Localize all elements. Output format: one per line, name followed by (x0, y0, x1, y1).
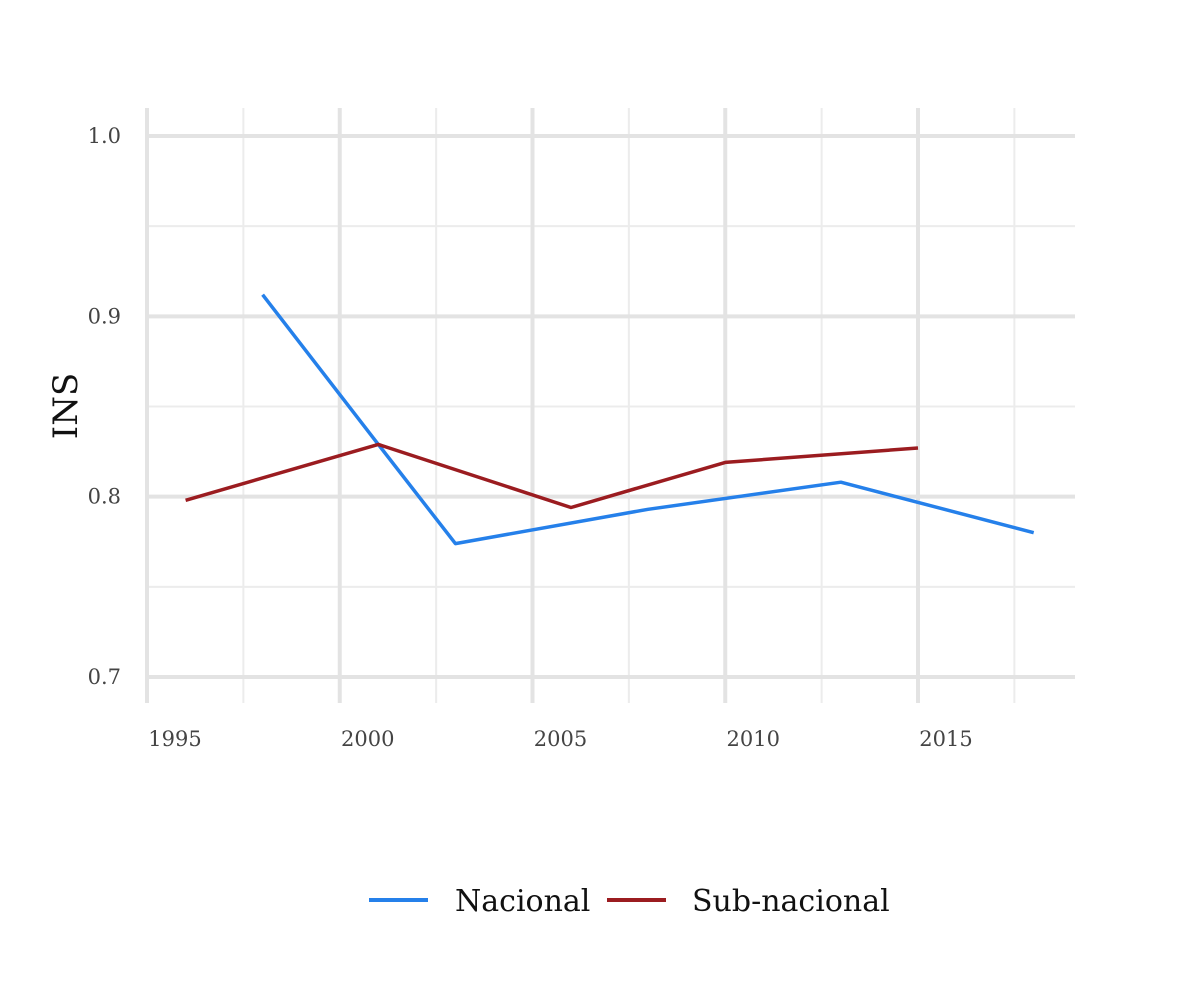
y-tick-label: 0.9 (88, 304, 121, 328)
y-axis-title: INS (46, 373, 86, 439)
legend: Nacional Sub-nacional (369, 884, 890, 919)
y-tick-label: 0.7 (88, 665, 121, 689)
series-line-sub-nacional (185, 442, 919, 510)
legend-label: Sub-nacional (692, 884, 890, 919)
legend-item: Nacional (369, 884, 590, 919)
legend-label: Nacional (455, 884, 590, 919)
grid (145, 108, 1075, 703)
legend-item: Sub-nacional (607, 884, 890, 919)
y-axis-ticks: 0.7 0.8 0.9 1.0 (88, 124, 121, 689)
series-layer (185, 293, 1035, 546)
x-tick-label: 1995 (148, 727, 201, 751)
x-tick-label: 2005 (534, 727, 587, 751)
x-axis-ticks: 1995 2000 2005 2010 2015 (148, 727, 972, 751)
x-tick-label: 2010 (727, 727, 780, 751)
x-tick-label: 2000 (341, 727, 394, 751)
y-tick-label: 1.0 (88, 124, 121, 148)
x-tick-label: 2015 (919, 727, 972, 751)
series-line-nacional (261, 293, 1035, 546)
y-tick-label: 0.8 (88, 485, 121, 509)
